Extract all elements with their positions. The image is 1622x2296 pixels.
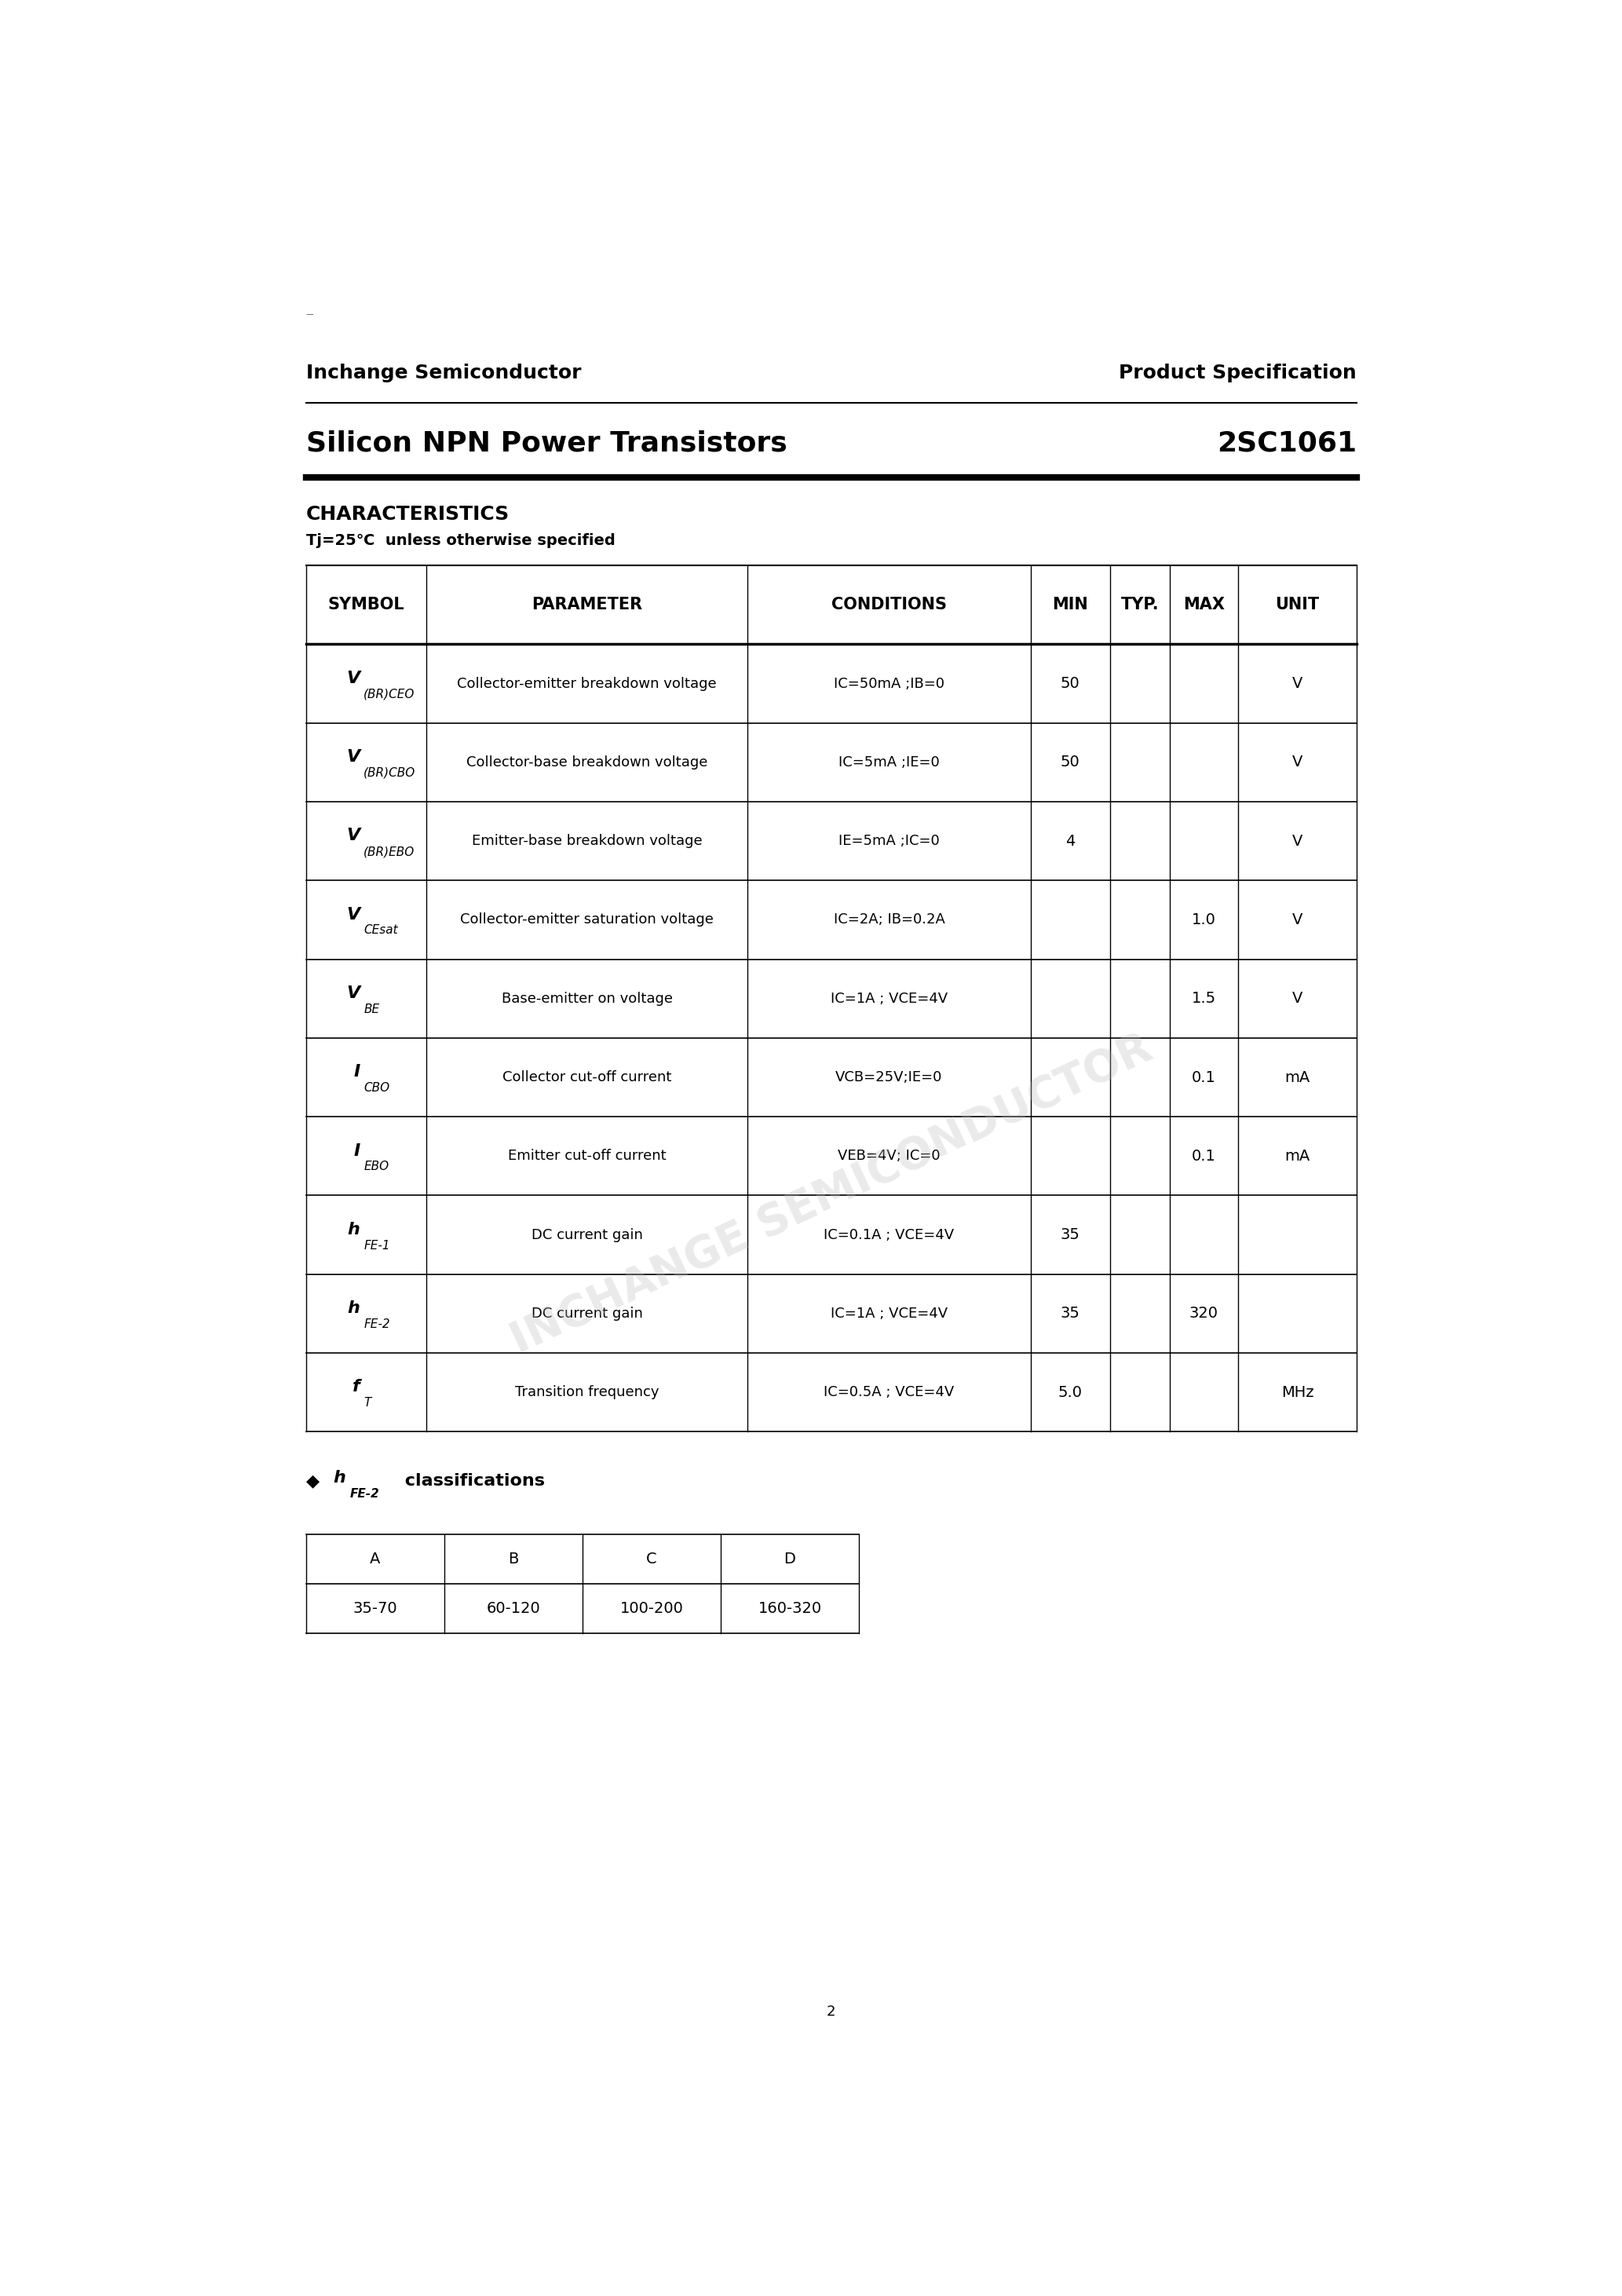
Text: C: C [646, 1552, 657, 1566]
Text: TYP.: TYP. [1121, 597, 1158, 613]
Text: 0.1: 0.1 [1192, 1148, 1216, 1164]
Text: VCB=25V;IE=0: VCB=25V;IE=0 [835, 1070, 942, 1084]
Text: f: f [352, 1380, 360, 1396]
Text: classifications: classifications [399, 1474, 545, 1490]
Text: V: V [347, 985, 360, 1001]
Text: 2: 2 [827, 2004, 835, 2018]
Text: mA: mA [1285, 1148, 1311, 1164]
Text: IC=1A ; VCE=4V: IC=1A ; VCE=4V [830, 992, 947, 1006]
Text: 50: 50 [1061, 755, 1080, 769]
Text: FE-2: FE-2 [363, 1318, 391, 1329]
Text: 1.0: 1.0 [1192, 912, 1216, 928]
Text: IC=0.5A ; VCE=4V: IC=0.5A ; VCE=4V [824, 1384, 954, 1401]
Text: CONDITIONS: CONDITIONS [832, 597, 947, 613]
Text: 35-70: 35-70 [352, 1600, 397, 1616]
Text: D: D [783, 1552, 796, 1566]
Text: CEsat: CEsat [363, 925, 397, 937]
Text: mA: mA [1285, 1070, 1311, 1084]
Text: MAX: MAX [1182, 597, 1225, 613]
Text: IC=50mA ;IB=0: IC=50mA ;IB=0 [834, 677, 944, 691]
Text: B: B [508, 1552, 519, 1566]
Text: 50: 50 [1061, 675, 1080, 691]
Text: V: V [1293, 833, 1302, 850]
Text: I: I [354, 1065, 360, 1079]
Text: Base-emitter on voltage: Base-emitter on voltage [501, 992, 673, 1006]
Text: h: h [334, 1469, 345, 1486]
Text: PARAMETER: PARAMETER [532, 597, 642, 613]
Text: Tj=25℃  unless otherwise specified: Tj=25℃ unless otherwise specified [307, 533, 615, 549]
Text: IE=5mA ;IC=0: IE=5mA ;IC=0 [839, 833, 939, 847]
Text: V: V [347, 907, 360, 923]
Text: 35: 35 [1061, 1228, 1080, 1242]
Text: V: V [347, 670, 360, 687]
Text: Emitter-base breakdown voltage: Emitter-base breakdown voltage [472, 833, 702, 847]
Text: EBO: EBO [363, 1162, 389, 1173]
Text: A: A [370, 1552, 380, 1566]
Text: IC=5mA ;IE=0: IC=5mA ;IE=0 [839, 755, 939, 769]
Text: (BR)EBO: (BR)EBO [363, 845, 415, 859]
Text: V: V [1293, 755, 1302, 769]
Text: IC=1A ; VCE=4V: IC=1A ; VCE=4V [830, 1306, 947, 1320]
Text: VEB=4V; IC=0: VEB=4V; IC=0 [839, 1148, 941, 1164]
Text: ◆: ◆ [307, 1474, 320, 1490]
Text: Transition frequency: Transition frequency [514, 1384, 659, 1401]
Text: FE-1: FE-1 [363, 1240, 391, 1251]
Text: —: — [307, 310, 313, 319]
Text: 35: 35 [1061, 1306, 1080, 1320]
Text: Collector cut-off current: Collector cut-off current [503, 1070, 672, 1084]
Text: MHz: MHz [1281, 1384, 1314, 1401]
Text: SYMBOL: SYMBOL [328, 597, 404, 613]
Text: 4: 4 [1066, 833, 1075, 850]
Text: V: V [1293, 675, 1302, 691]
Text: V: V [347, 829, 360, 843]
Text: 100-200: 100-200 [620, 1600, 683, 1616]
Text: Inchange Semiconductor: Inchange Semiconductor [307, 363, 581, 381]
Text: (BR)CEO: (BR)CEO [363, 689, 415, 700]
Text: CBO: CBO [363, 1081, 389, 1093]
Text: Collector-emitter breakdown voltage: Collector-emitter breakdown voltage [457, 677, 717, 691]
Text: 60-120: 60-120 [487, 1600, 540, 1616]
Text: Silicon NPN Power Transistors: Silicon NPN Power Transistors [307, 429, 787, 457]
Text: Collector-emitter saturation voltage: Collector-emitter saturation voltage [461, 914, 714, 928]
Text: INCHANGE SEMICONDUCTOR: INCHANGE SEMICONDUCTOR [504, 1026, 1158, 1362]
Text: V: V [347, 748, 360, 765]
Text: V: V [1293, 912, 1302, 928]
Text: (BR)CBO: (BR)CBO [363, 767, 415, 778]
Text: 0.1: 0.1 [1192, 1070, 1216, 1084]
Text: BE: BE [363, 1003, 380, 1015]
Text: Collector-base breakdown voltage: Collector-base breakdown voltage [466, 755, 707, 769]
Text: IC=0.1A ; VCE=4V: IC=0.1A ; VCE=4V [824, 1228, 954, 1242]
Text: Emitter cut-off current: Emitter cut-off current [508, 1148, 667, 1164]
Text: DC current gain: DC current gain [532, 1228, 642, 1242]
Text: DC current gain: DC current gain [532, 1306, 642, 1320]
Text: V: V [1293, 992, 1302, 1006]
Text: UNIT: UNIT [1275, 597, 1319, 613]
Text: h: h [347, 1300, 360, 1316]
Text: FE-2: FE-2 [350, 1488, 380, 1499]
Text: 1.5: 1.5 [1192, 992, 1216, 1006]
Text: h: h [347, 1221, 360, 1238]
Text: 2SC1061: 2SC1061 [1216, 429, 1356, 457]
Text: MIN: MIN [1053, 597, 1088, 613]
Text: IC=2A; IB=0.2A: IC=2A; IB=0.2A [834, 914, 944, 928]
Text: Product Specification: Product Specification [1119, 363, 1356, 381]
Text: 5.0: 5.0 [1058, 1384, 1082, 1401]
Text: 160-320: 160-320 [757, 1600, 822, 1616]
Text: CHARACTERISTICS: CHARACTERISTICS [307, 505, 509, 523]
Text: 320: 320 [1189, 1306, 1218, 1320]
Text: T: T [363, 1396, 371, 1410]
Text: I: I [354, 1143, 360, 1159]
